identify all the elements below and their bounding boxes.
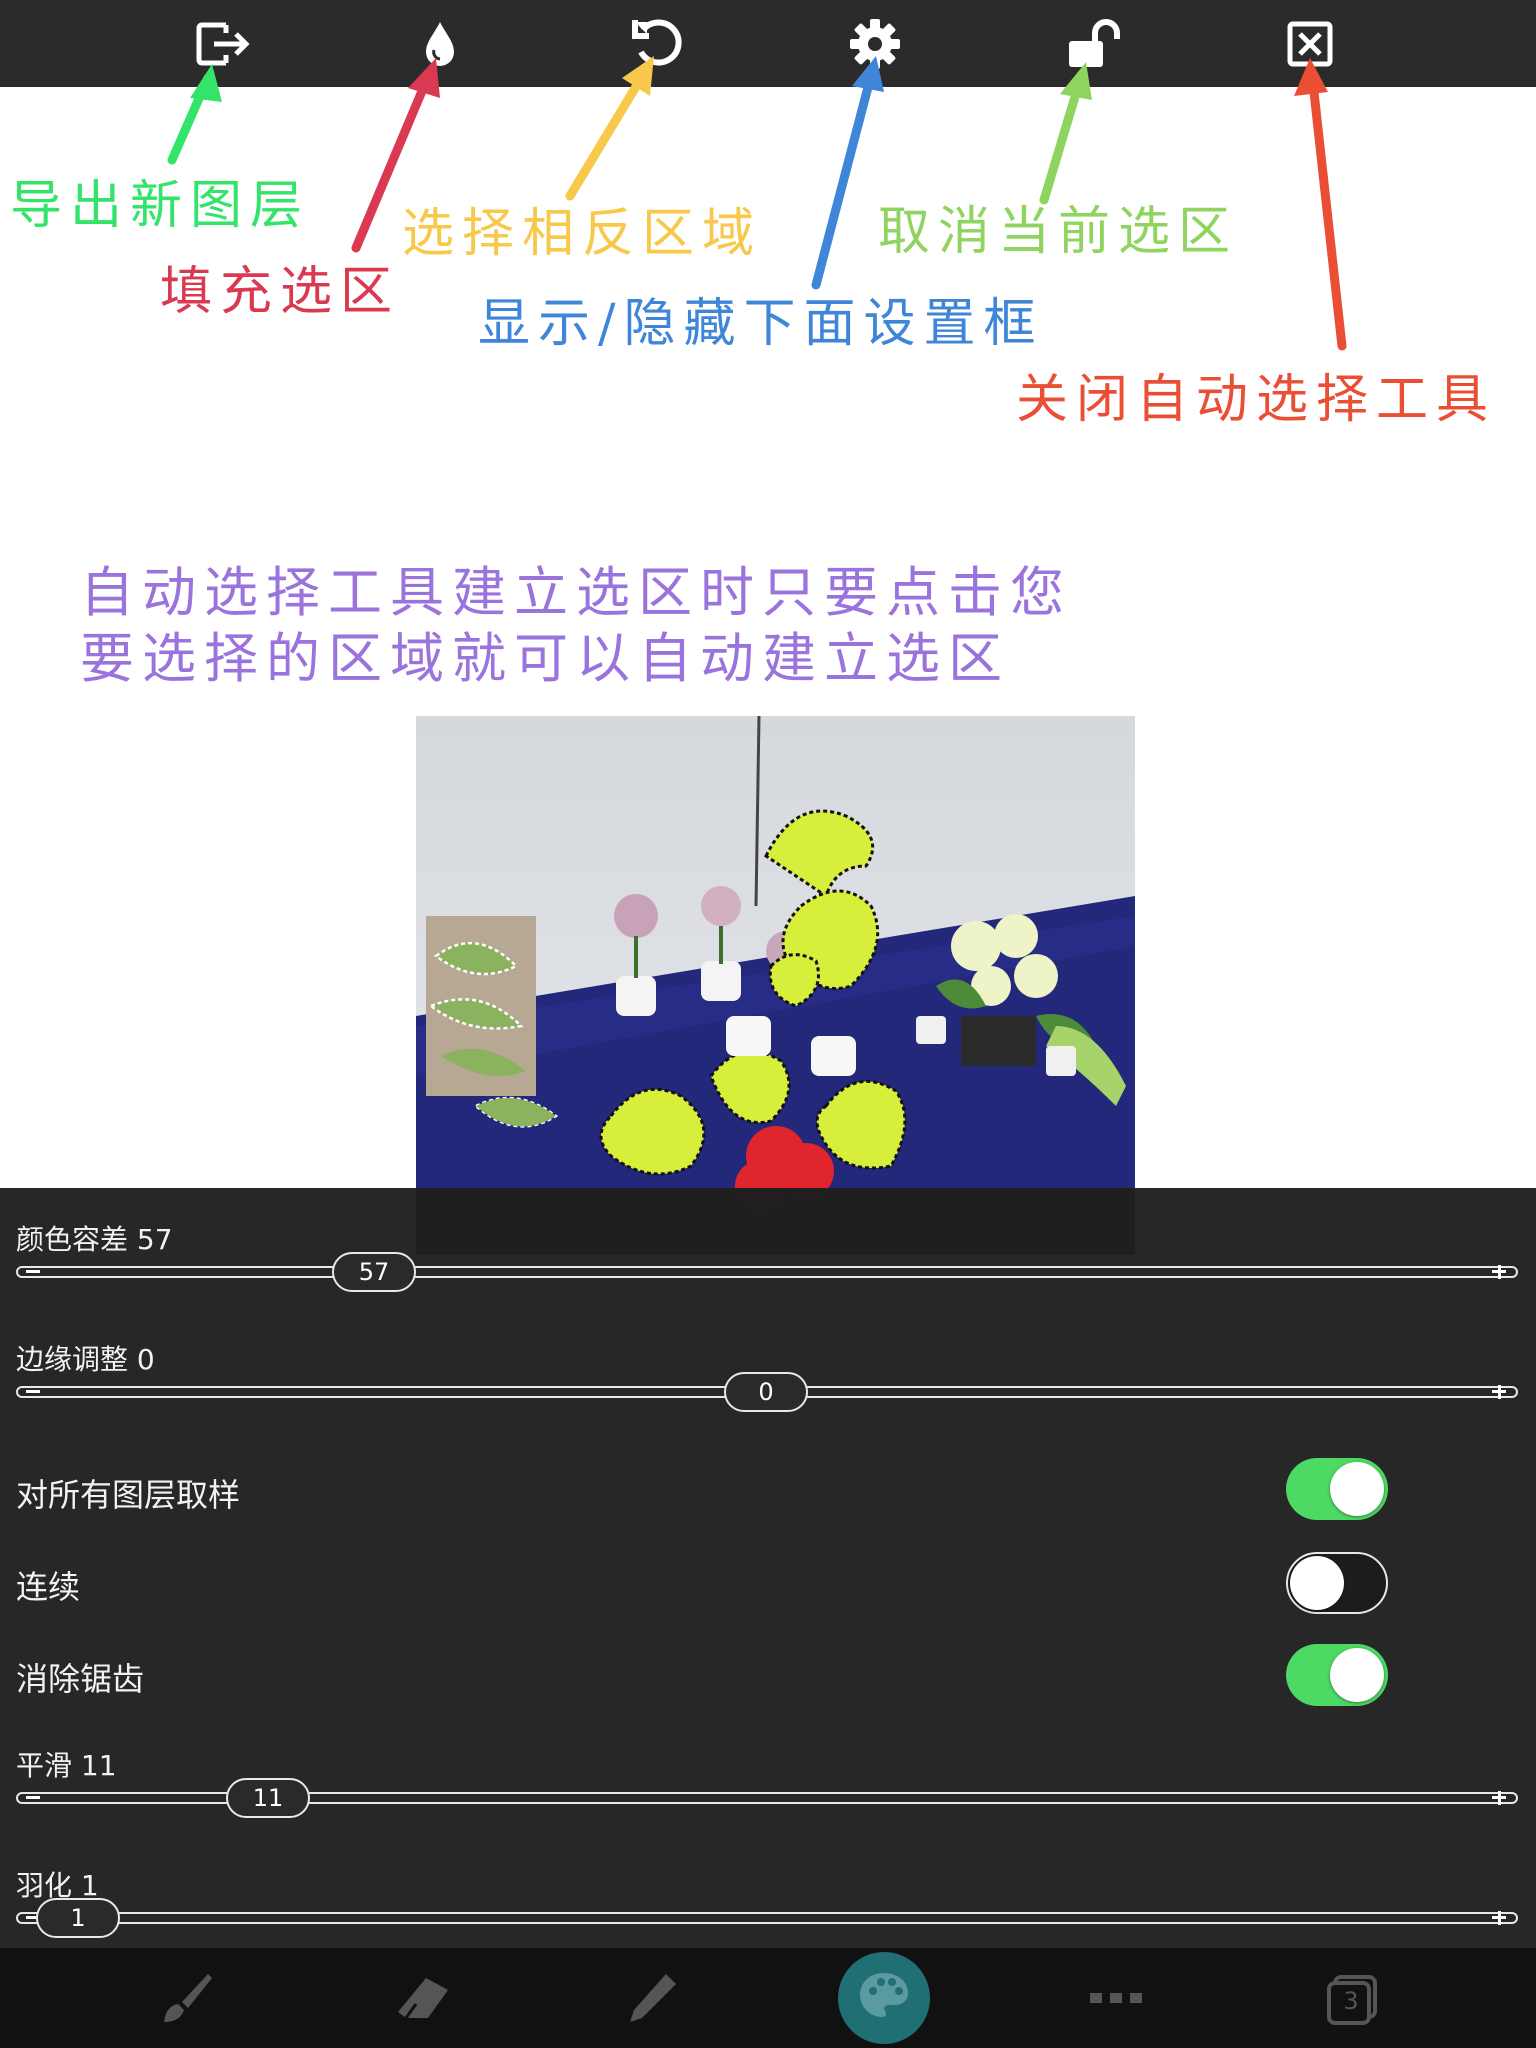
export-new-layer-button[interactable] xyxy=(194,14,254,74)
layers-button[interactable]: 3 xyxy=(1320,1968,1384,2032)
slider-thumb[interactable]: 57 xyxy=(332,1252,416,1292)
pencil-button[interactable] xyxy=(620,1968,684,2032)
eraser-icon xyxy=(392,1968,452,2032)
annotation-fill-selection: 填充选区 xyxy=(160,262,401,322)
antialias-label: 消除锯齿 xyxy=(16,1660,145,1698)
annotation-close-tool: 关闭自动选择工具 xyxy=(1016,370,1497,430)
contiguous-label: 连续 xyxy=(16,1568,81,1606)
color-tolerance-slider[interactable]: 57 xyxy=(16,1252,1518,1292)
deselect-button[interactable] xyxy=(1063,14,1123,74)
top-toolbar xyxy=(0,0,1536,87)
export-icon xyxy=(196,21,252,67)
sample-all-layers-label: 对所有图层取样 xyxy=(16,1476,241,1514)
flower-photo xyxy=(416,716,1135,1255)
eraser-button[interactable] xyxy=(390,1968,454,2032)
layers-count: 3 xyxy=(1343,1987,1359,2015)
slider-track xyxy=(16,1792,1518,1804)
toggle-settings-button[interactable] xyxy=(845,14,905,74)
contiguous-toggle[interactable] xyxy=(1286,1552,1388,1614)
minus-icon[interactable] xyxy=(26,1916,40,1919)
auto-select-settings-panel: 颜色容差 57 57 边缘调整 0 0 对所有图层取样 连续 消除锯齿 xyxy=(0,1188,1536,1948)
gear-icon xyxy=(849,18,901,70)
slider-thumb[interactable]: 11 xyxy=(226,1778,310,1818)
smooth-slider[interactable]: 11 xyxy=(16,1778,1518,1818)
description-line-2: 要选择的区域就可以自动建立选区 xyxy=(80,627,1010,690)
antialias-toggle[interactable] xyxy=(1286,1644,1388,1706)
close-box-icon xyxy=(1287,21,1333,67)
minus-icon[interactable] xyxy=(26,1390,40,1393)
annotation-export-new-layer: 导出新图层 xyxy=(10,176,311,236)
palette-icon xyxy=(857,1969,911,2027)
feather-label: 羽化 1 xyxy=(16,1869,99,1902)
edge-adjust-label: 边缘调整 0 xyxy=(16,1343,155,1376)
pencil-icon xyxy=(622,1968,682,2032)
unlock-icon xyxy=(1065,19,1121,69)
smooth-label: 平滑 11 xyxy=(16,1749,117,1782)
canvas-photo[interactable] xyxy=(416,716,1135,1255)
annotation-toggle-settings: 显示/隐藏下面设置框 xyxy=(478,294,1044,354)
palette-button[interactable] xyxy=(838,1952,930,2044)
slider-track xyxy=(16,1912,1518,1924)
slider-track xyxy=(16,1266,1518,1278)
minus-icon[interactable] xyxy=(26,1270,40,1273)
slider-thumb[interactable]: 0 xyxy=(724,1372,808,1412)
more-icon xyxy=(1086,1988,1146,2012)
invert-selection-button[interactable] xyxy=(628,14,688,74)
more-button[interactable] xyxy=(1084,1968,1148,2032)
bottom-toolbar: 3 xyxy=(0,1948,1536,2048)
rotate-icon xyxy=(631,18,685,70)
close-auto-select-button[interactable] xyxy=(1280,14,1340,74)
annotation-invert-selection: 选择相反区域 xyxy=(402,204,763,264)
annotation-deselect: 取消当前选区 xyxy=(878,202,1239,262)
layers-icon: 3 xyxy=(1325,1973,1379,2027)
edge-adjust-slider[interactable]: 0 xyxy=(16,1372,1518,1412)
fill-selection-button[interactable] xyxy=(410,14,470,74)
slider-thumb[interactable]: 1 xyxy=(36,1898,120,1938)
color-tolerance-label: 颜色容差 57 xyxy=(16,1223,173,1256)
brush-button[interactable] xyxy=(154,1968,218,2032)
minus-icon[interactable] xyxy=(26,1796,40,1799)
description-line-1: 自动选择工具建立选区时只要点击您 xyxy=(80,561,1072,624)
sample-all-layers-toggle[interactable] xyxy=(1286,1458,1388,1520)
drop-icon xyxy=(422,20,458,68)
brush-icon xyxy=(156,1968,216,2032)
feather-slider[interactable]: 1 xyxy=(16,1898,1518,1938)
